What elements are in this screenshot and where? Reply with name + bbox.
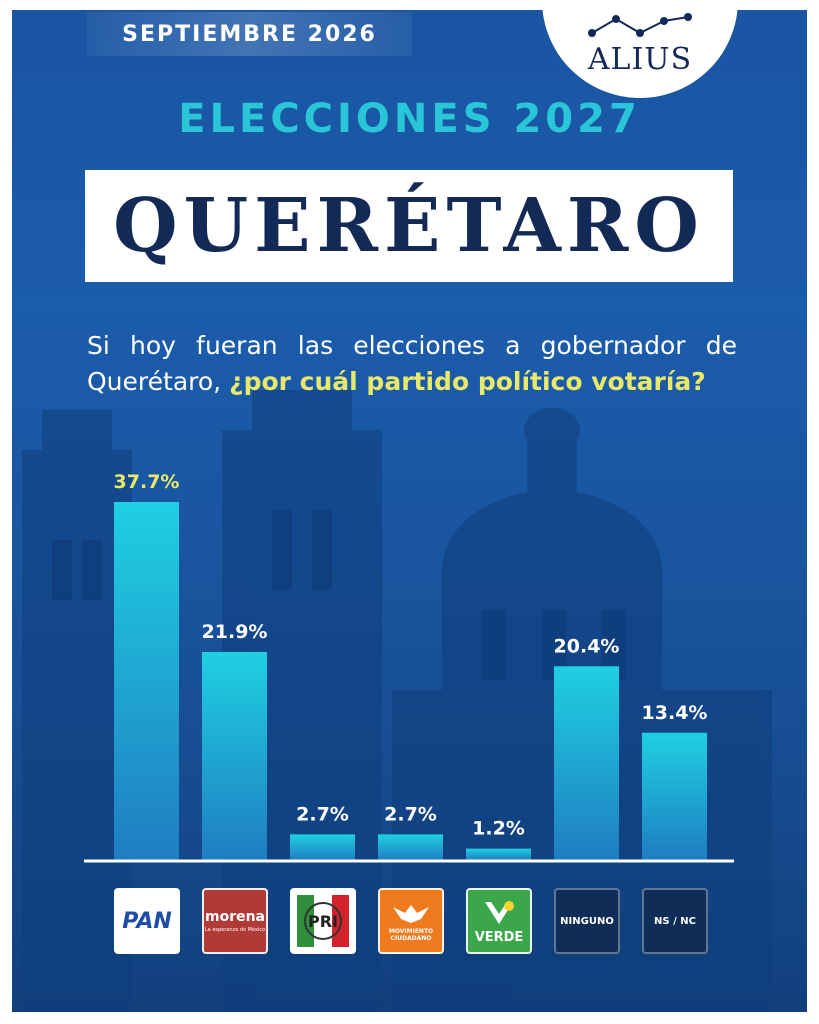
bar-1 [114,502,179,860]
bar-value-label: 2.7% [296,803,349,825]
morena-logo-icon: morena La esperanza de México [202,888,268,954]
verde-logo-text: VERDE [474,929,524,945]
title-elecciones: ELECCIONES 2027 [178,96,641,142]
mc-logo-text: MOVIMIENTO CIUDADANO [388,927,434,942]
toucan-icon [485,900,514,924]
pri-tricolor-icon: PRI [297,895,349,947]
bar-5 [466,848,531,860]
bar-value-label: 20.4% [554,635,620,657]
pri-logo-icon: PRI [290,888,356,954]
nsnc-text: NS / NC [654,915,696,927]
bar-value-label: 2.7% [384,803,437,825]
question-highlight: ¿por cuál partido político votaría? [229,367,706,396]
bar-value-label: 1.2% [472,818,525,840]
eagle-icon [393,904,429,923]
title-queretaro: QUERÉTARO [113,183,705,269]
bar-chart: 37.7% 21.9% 2.7% 2.7% 1.2% 20.4% 13.4% [84,471,734,863]
bar-4 [378,834,443,860]
party-logos: PAN morena La esperanza de México PRI MO… [12,882,807,962]
bar-value-label: 13.4% [642,702,708,724]
bar-6 [554,666,619,860]
morena-logo-text: morena [204,909,266,925]
bar-3 [290,834,355,860]
network-dots-icon [588,13,692,37]
title-box: QUERÉTARO [85,170,733,282]
ninguno-tile: NINGUNO [554,888,620,954]
question-text: Si hoy fueran las elecciones a gobernado… [87,331,737,396]
bar-value-label: 37.7% [114,471,180,493]
pan-logo-icon: PAN [114,888,180,954]
pan-logo-text: PAN [122,908,172,934]
ninguno-text: NINGUNO [560,915,614,927]
svg-text:PRI: PRI [308,912,338,931]
verde-logo-icon: VERDE [466,888,532,954]
bar-2 [202,652,267,860]
date-banner: SEPTIEMBRE 2026 [87,12,412,56]
morena-logo-subtext: La esperanza de México [204,927,266,933]
nsnc-tile: NS / NC [642,888,708,954]
poster: SEPTIEMBRE 2026 ALIUS ELECCIONES 2027 QU… [12,10,807,1012]
bar-value-label: 21.9% [202,621,268,643]
bar-7 [642,732,707,860]
mc-logo-icon: MOVIMIENTO CIUDADANO [378,888,444,954]
brand-name: ALIUS [587,42,693,77]
survey-question: Si hoy fueran las elecciones a gobernado… [87,328,737,400]
